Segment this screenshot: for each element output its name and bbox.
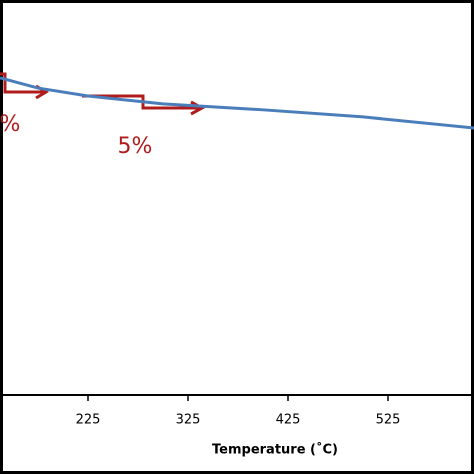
data-line <box>0 76 474 130</box>
x-tick-label: 225 <box>76 413 101 428</box>
arrow <box>0 72 44 94</box>
x-tick-label: 525 <box>376 413 401 428</box>
annotation: % <box>0 112 20 137</box>
x-tick-label: 325 <box>176 413 201 428</box>
annotation-arrows <box>0 72 206 116</box>
arrowhead <box>190 100 206 116</box>
annotation: 5% <box>118 134 153 159</box>
x-tick-label: 425 <box>276 413 301 428</box>
x-axis-label: Temperature (˚C) <box>212 442 338 458</box>
